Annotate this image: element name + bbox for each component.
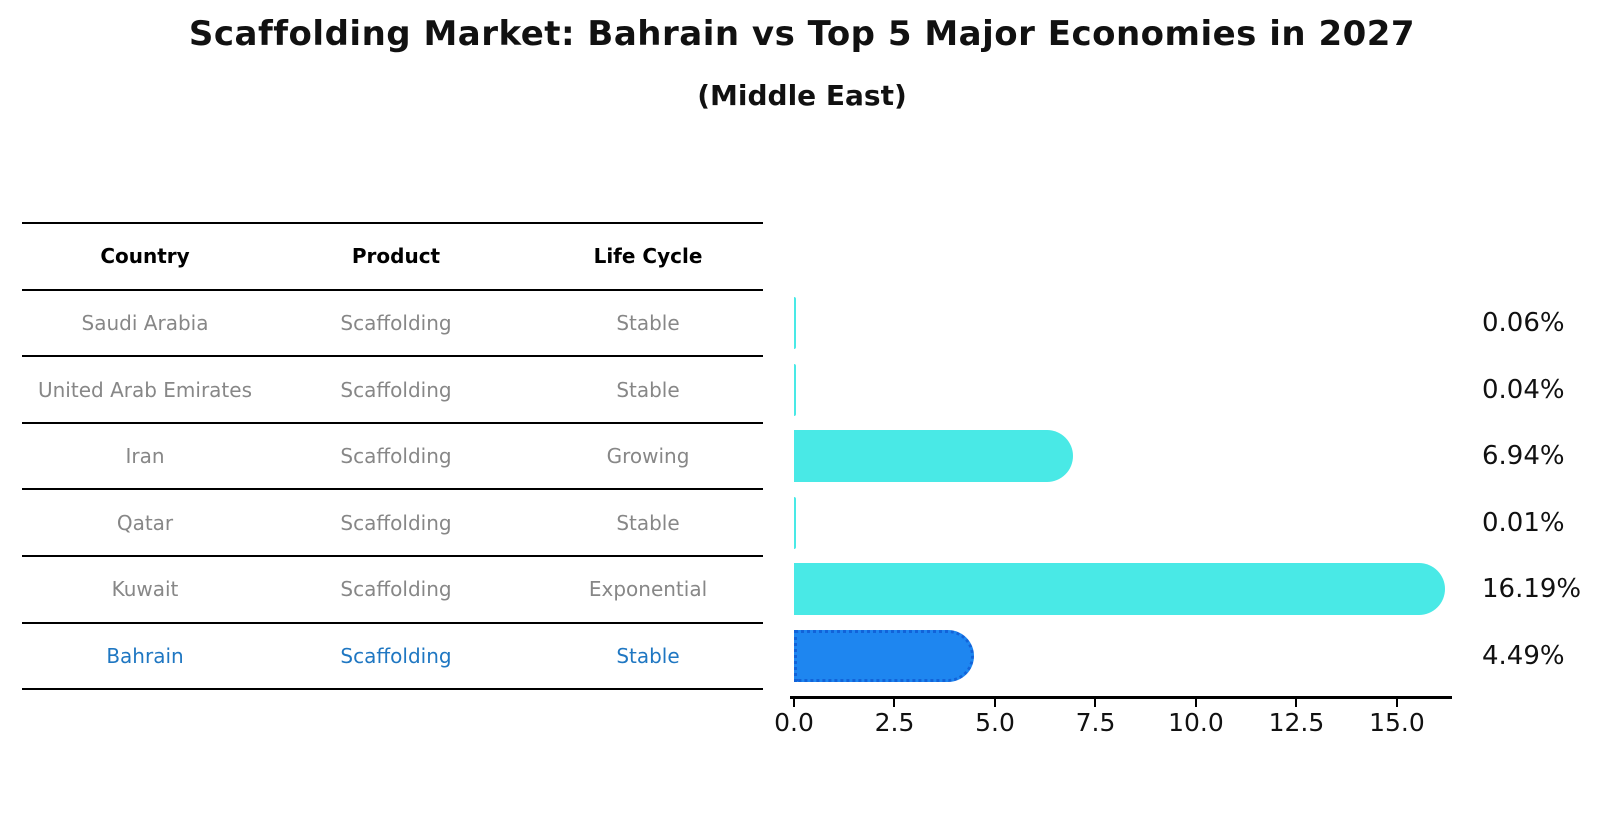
table-cell-product: Scaffolding (340, 310, 452, 335)
chart-bar-saudi-arabia (794, 296, 797, 349)
table-cell-country: Iran (125, 444, 165, 469)
bar-value-label: 0.01% (1482, 507, 1565, 538)
x-axis-tick (1094, 699, 1097, 707)
chart-bar-highlight-bahrain (794, 629, 975, 682)
table-header-life-cycle: Life Cycle (593, 244, 703, 269)
table-cell-life_cycle: Exponential (588, 577, 708, 602)
chart-title: Scaffolding Market: Bahrain vs Top 5 Maj… (188, 14, 1416, 54)
table-cell-country: United Arab Emirates (37, 377, 253, 402)
x-axis-spine (790, 696, 1452, 699)
table-cell-product: Scaffolding (340, 377, 452, 402)
x-axis-tick (1295, 699, 1298, 707)
x-axis-tick-label: 15.0 (1369, 708, 1425, 737)
table-cell-life_cycle: Stable (616, 643, 680, 668)
table-cell-product: Scaffolding (340, 444, 452, 469)
table-separator-line (22, 222, 763, 224)
table-header-country: Country (100, 244, 190, 269)
x-axis-tick-label: 2.5 (874, 708, 915, 737)
bar-value-label: 0.06% (1482, 307, 1565, 338)
x-axis-tick-label: 0.0 (774, 708, 814, 737)
x-axis-tick (993, 699, 996, 707)
table-header-product: Product (351, 244, 441, 269)
chart-bar-qatar (794, 496, 796, 549)
table-cell-country: Bahrain (106, 643, 184, 668)
chart-bar-kuwait (794, 563, 1445, 616)
x-axis-tick-label: 5.0 (975, 708, 1015, 737)
bar-value-label: 0.04% (1482, 374, 1565, 405)
chart-subtitle: (Middle East) (697, 79, 907, 112)
table-cell-product: Scaffolding (340, 510, 452, 535)
table-separator-line (22, 555, 763, 557)
table-cell-product: Scaffolding (340, 643, 452, 668)
table-cell-country: Qatar (116, 510, 174, 535)
table-cell-product: Scaffolding (340, 577, 452, 602)
table-cell-life_cycle: Growing (606, 444, 690, 469)
chart-bar-united-arab-emirates (794, 363, 796, 416)
table-cell-life_cycle: Stable (616, 377, 680, 402)
table-separator-line (22, 288, 763, 291)
x-axis-tick (893, 699, 896, 707)
x-axis-tick-label: 12.5 (1268, 708, 1325, 737)
table-cell-country: Saudi Arabia (81, 310, 209, 335)
chart-bar-iran (794, 430, 1073, 483)
x-axis-tick-label: 10.0 (1168, 708, 1224, 737)
bar-value-label: 16.19% (1482, 574, 1582, 605)
x-axis-tick (1395, 699, 1398, 707)
table-cell-life_cycle: Stable (616, 510, 680, 535)
table-cell-country: Kuwait (111, 577, 179, 602)
table-cell-life_cycle: Stable (616, 310, 680, 335)
x-axis-tick (793, 699, 795, 707)
table-separator-line (22, 621, 763, 624)
table-separator-line (22, 688, 763, 691)
x-axis-tick-label: 7.5 (1075, 708, 1116, 737)
bar-value-label: 6.94% (1482, 441, 1565, 472)
table-separator-line (22, 421, 763, 424)
table-separator-line (22, 355, 763, 358)
x-axis-tick (1194, 699, 1197, 707)
table-separator-line (22, 488, 763, 491)
bar-value-label: 4.49% (1482, 640, 1565, 671)
